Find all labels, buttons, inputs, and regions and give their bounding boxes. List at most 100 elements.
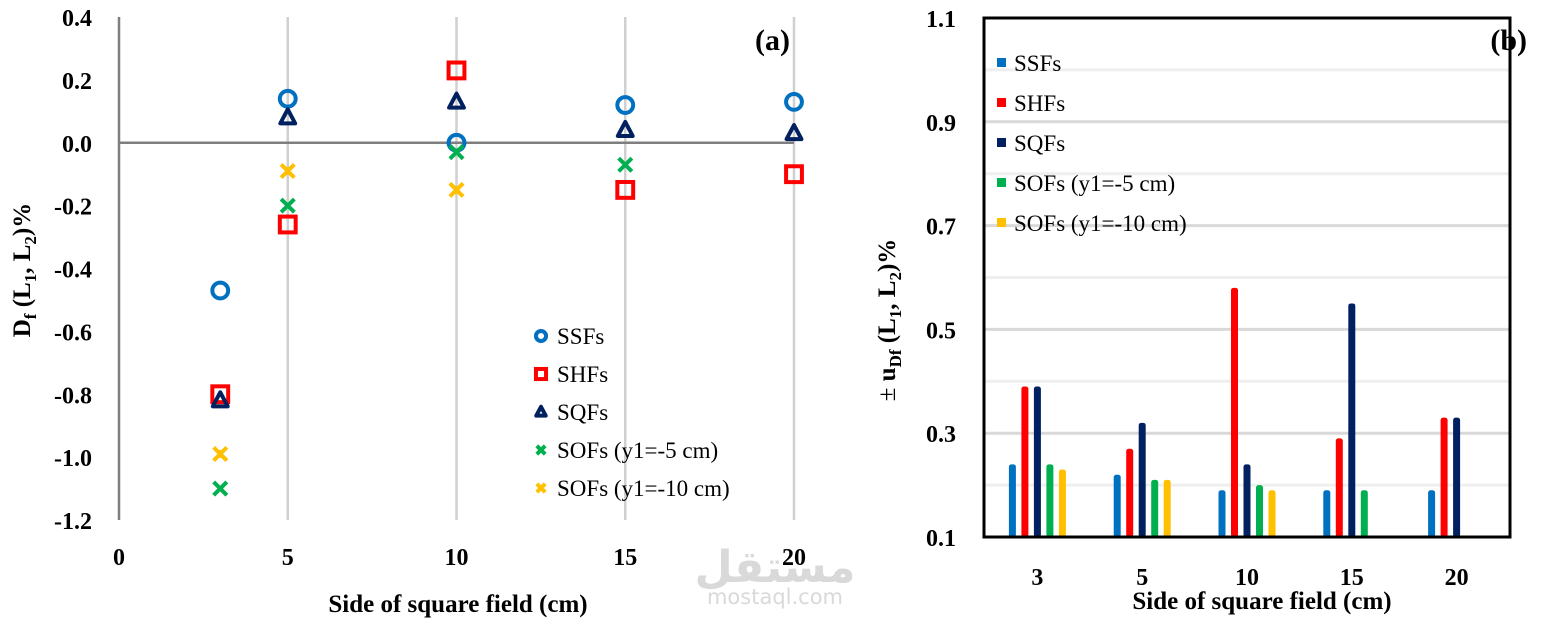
chart-a-legend-label: SSFs bbox=[557, 324, 604, 349]
chart-a-legend-item: SQFs bbox=[534, 400, 608, 425]
chart-a-y-tick-label: -0.8 bbox=[54, 383, 92, 409]
chart-a-gridlines bbox=[286, 17, 796, 520]
chart-b-x-tick-label: 10 bbox=[1235, 565, 1259, 591]
chart-a-points bbox=[210, 60, 804, 497]
chart-a-point-shfs bbox=[784, 164, 804, 185]
chart-b-x-tick-label: 3 bbox=[1031, 565, 1043, 591]
chart-b-legend-item: SHFs bbox=[997, 91, 1065, 116]
chart-a-panel-label: (a) bbox=[755, 24, 790, 57]
chart-a-legend-marker-sqfs bbox=[534, 404, 548, 418]
chart-b-bar-ssfs bbox=[1113, 474, 1121, 537]
chart-b-legend-swatch-sqfs bbox=[997, 138, 1006, 147]
chart-b-x-axis-title: Side of square field (cm) bbox=[1132, 588, 1391, 615]
chart-a-y-tick-label: -0.4 bbox=[54, 258, 92, 284]
chart-a-legend-marker-shfs bbox=[533, 366, 549, 382]
chart-a-legend-marker-sofs-y1-5-cm bbox=[535, 444, 547, 456]
chart-b-legend-item: SQFs bbox=[997, 131, 1065, 156]
chart-a: 0.4 0.2 0.0 -0.2 -0.4 -0.6 -0.8 -1.0 -1.2 0 5 10 15… bbox=[9, 6, 806, 618]
chart-a-point-sofs-y1-5-cm bbox=[448, 144, 465, 161]
chart-b-bar-sofs-y1-10-cm bbox=[1163, 479, 1171, 537]
chart-a-y-tick-label: 0.2 bbox=[62, 69, 92, 95]
chart-a-axes bbox=[117, 17, 794, 520]
chart-a-y-tick-label: -0.2 bbox=[54, 195, 92, 221]
chart-b-legend-item: SSFs bbox=[997, 51, 1061, 76]
chart-a-legend-item: SHFs bbox=[533, 362, 608, 387]
chart-a-legend-marker-sofs-y1-10-cm bbox=[535, 482, 547, 494]
watermark: مستقل mostaql.com bbox=[695, 542, 856, 609]
chart-b-legend-swatch-sofs-y1-5-cm bbox=[997, 178, 1006, 187]
chart-a-x-tick-label: 0 bbox=[113, 545, 125, 571]
chart-b-legend-swatch-shfs bbox=[997, 98, 1006, 107]
chart-b-bar-shfs bbox=[1021, 386, 1029, 537]
chart-b-bar-ssfs bbox=[1218, 490, 1226, 537]
chart-a-legend-item: SOFs (y1=-10 cm) bbox=[535, 476, 730, 501]
chart-b-bar-sofs-y1-5-cm bbox=[1256, 485, 1263, 537]
chart-a-x-axis-title: Side of square field (cm) bbox=[328, 591, 587, 618]
chart-b-legend-item: SOFs (y1=-10 cm) bbox=[997, 211, 1187, 236]
chart-b-y-tick-label: 0.1 bbox=[926, 526, 956, 552]
chart-a-point-sofs-y1-5-cm bbox=[279, 197, 296, 214]
chart-b-bar-shfs bbox=[1335, 438, 1343, 537]
chart-b-bar-ssfs bbox=[1008, 464, 1016, 537]
chart-a-point-sofs-y1-5-cm bbox=[212, 480, 229, 497]
chart-b-plot-frame bbox=[982, 16, 1512, 539]
chart-a-point-shfs bbox=[210, 384, 231, 405]
chart-b-bar-sqfs bbox=[1138, 422, 1146, 537]
chart-b-y-axis-title: ± uDf (L1, L2)% bbox=[874, 239, 905, 402]
chart-b-bar-sqfs bbox=[1453, 417, 1461, 537]
chart-b-bar-sofs-y1-5-cm bbox=[1151, 479, 1159, 537]
chart-b: 1.1 0.9 0.7 0.5 0.3 0.1 3 5 10 15 20 (b) Side of … bbox=[874, 7, 1527, 615]
chart-a-y-tick-label: -1.2 bbox=[54, 509, 92, 535]
chart-b-bar-ssfs bbox=[1428, 490, 1436, 537]
chart-b-y-tick-labels: 1.1 0.9 0.7 0.5 0.3 0.1 bbox=[926, 7, 956, 552]
chart-b-legend-item: SOFs (y1=-5 cm) bbox=[997, 171, 1175, 196]
chart-a-y-tick-labels: 0.4 0.2 0.0 -0.2 -0.4 -0.6 -0.8 -1.0 -1.2 bbox=[54, 6, 92, 535]
chart-b-y-tick-label: 0.7 bbox=[926, 215, 956, 241]
chart-b-bar-sofs-y1-10-cm bbox=[1058, 469, 1066, 537]
chart-a-legend-item: SSFs bbox=[533, 324, 604, 349]
chart-a-y-tick-label: 0.4 bbox=[62, 6, 92, 32]
chart-b-bar-sofs-y1-5-cm bbox=[1046, 464, 1054, 537]
chart-b-y-tick-label: 0.5 bbox=[926, 318, 956, 344]
chart-b-legend: SSFs SHFs SQFs SOFs (y1=-5 cm) SOFs (y1=-10 … bbox=[997, 51, 1187, 236]
chart-b-bar-sqfs bbox=[1348, 303, 1356, 537]
chart-b-y-tick-label: 1.1 bbox=[926, 7, 956, 33]
chart-a-legend-item: SOFs (y1=-5 cm) bbox=[535, 438, 718, 463]
chart-b-x-tick-label: 20 bbox=[1445, 565, 1469, 591]
chart-b-y-tick-label: 0.9 bbox=[926, 111, 956, 137]
chart-a-x-tick-labels: 0 5 10 15 20 bbox=[113, 545, 806, 571]
chart-a-legend-marker-ssfs bbox=[533, 328, 549, 344]
chart-b-legend-swatch-ssfs bbox=[997, 58, 1006, 67]
chart-a-point-ssfs bbox=[210, 280, 231, 301]
chart-b-bar-sofs-y1-10-cm bbox=[1268, 490, 1276, 537]
chart-a-legend-label: SQFs bbox=[557, 400, 608, 425]
chart-a-point-ssfs bbox=[615, 95, 636, 115]
chart-b-x-tick-label: 15 bbox=[1340, 565, 1364, 591]
chart-a-y-tick-label: -0.6 bbox=[54, 320, 92, 346]
chart-b-legend-swatch-sofs-y1-10-cm bbox=[997, 218, 1006, 227]
chart-a-point-sqfs bbox=[615, 119, 635, 138]
chart-a-point-sqfs bbox=[278, 107, 298, 126]
chart-a-legend-label: SOFs (y1=-10 cm) bbox=[557, 476, 730, 501]
chart-a-point-sofs-y1-5-cm bbox=[617, 156, 634, 173]
chart-b-bar-shfs bbox=[1440, 417, 1448, 537]
chart-b-bar-shfs bbox=[1231, 287, 1238, 537]
chart-b-gridlines bbox=[985, 68, 1509, 487]
chart-a-point-sqfs bbox=[210, 390, 230, 409]
chart-b-legend-label: SQFs bbox=[1014, 131, 1065, 156]
chart-a-y-tick-label: 0.0 bbox=[62, 132, 92, 158]
chart-a-legend: SSFs SHFs SQFs SOFs (y1=-5 cm) SOFs (y1=-10 … bbox=[533, 324, 730, 501]
chart-a-x-tick-label: 15 bbox=[613, 545, 637, 571]
chart-a-point-sofs-y1-10-cm bbox=[212, 445, 229, 462]
watermark-arabic: مستقل bbox=[695, 542, 856, 593]
chart-a-x-tick-label: 5 bbox=[282, 545, 294, 571]
chart-a-point-shfs bbox=[615, 179, 636, 200]
chart-a-y-axis-title: Df (L1, L2)% bbox=[9, 203, 40, 338]
chart-b-x-tick-labels: 3 5 10 15 20 bbox=[1031, 565, 1468, 591]
chart-b-bar-sqfs bbox=[1033, 386, 1041, 537]
chart-b-bar-ssfs bbox=[1323, 490, 1331, 537]
chart-a-x-tick-label: 10 bbox=[445, 545, 469, 571]
chart-a-point-shfs bbox=[277, 214, 298, 235]
chart-a-point-ssfs bbox=[277, 88, 298, 109]
